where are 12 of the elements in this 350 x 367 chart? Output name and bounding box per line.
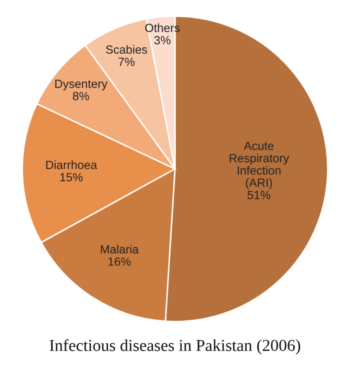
slice-label: Dysentery (55, 80, 108, 90)
data-label: 15% (60, 173, 83, 182)
data-label: 3% (154, 36, 170, 44)
slice-label: Scabies (106, 45, 148, 54)
slice-label: Acute Respiratory Infection (ARI) (230, 142, 290, 190)
slice-label: Malaria (100, 244, 139, 254)
slice-label: Diarrhoea (46, 160, 98, 170)
data-label: 7% (118, 58, 135, 66)
text: Infectious diseases in Pakistan (2006) (50, 339, 300, 354)
data-label: 51% (248, 190, 270, 200)
data-label: 16% (108, 257, 131, 266)
data-label: 8% (72, 92, 89, 100)
